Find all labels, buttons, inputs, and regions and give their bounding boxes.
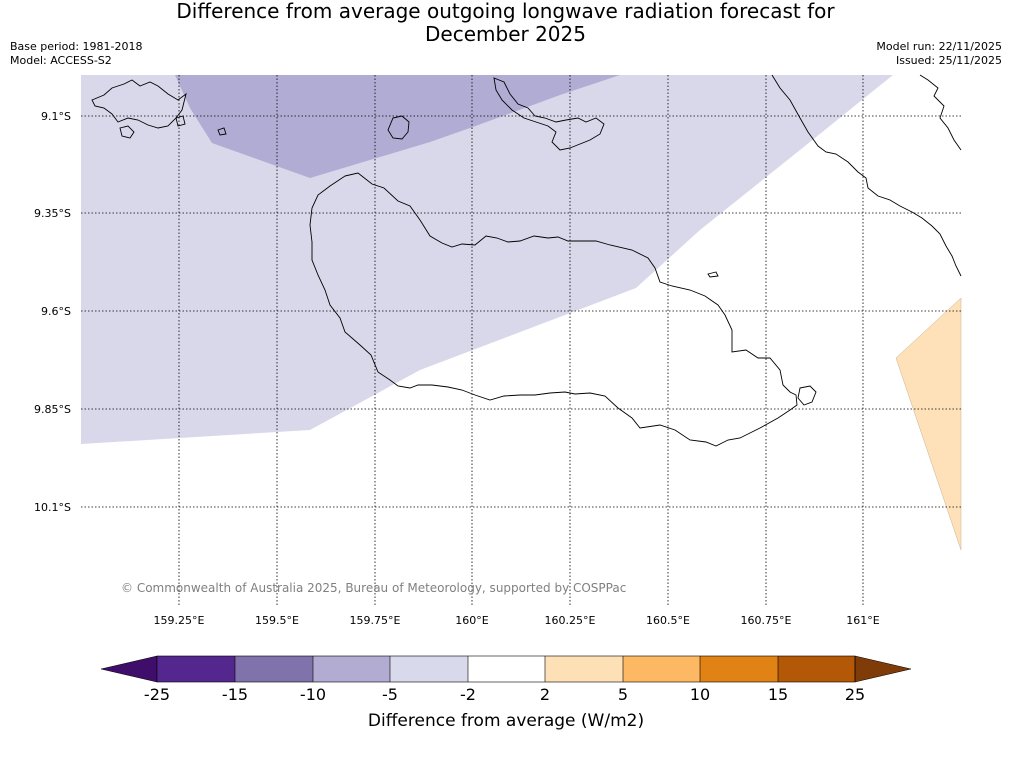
coastline-malaita-north [919, 74, 962, 151]
lon-label: 159.25°E [154, 614, 205, 627]
colorbar-tick-label: -15 [222, 685, 248, 704]
colorbar-dividers [156, 655, 856, 683]
colorbar-tick-label: 15 [768, 685, 788, 704]
colorbar-segment [468, 656, 545, 682]
colorbar-tick-label: -25 [144, 685, 170, 704]
anomaly-fill-mid-purple [175, 75, 620, 178]
chart-title: Difference from average outgoing longwav… [0, 0, 1011, 46]
meta-right: Model run: 22/11/2025 Issued: 25/11/2025 [876, 40, 1002, 68]
colorbar-segment [700, 656, 778, 682]
lon-label: 160.75°E [741, 614, 792, 627]
longitude-labels: 159.25°E 159.5°E 159.75°E 160°E 160.25°E… [154, 614, 880, 627]
coastline-malaita [771, 74, 962, 277]
colorbar-tick-label: 5 [618, 685, 628, 704]
lat-label: 9.85°S [34, 403, 71, 416]
coastlines [91, 74, 962, 447]
coastline-guadalcanal [309, 172, 798, 447]
coastline-small-islet-a [119, 125, 135, 139]
colorbar: -25 -15 -10 -5 -2 2 5 10 15 25 Differenc… [100, 655, 912, 731]
lat-label: 9.1°S [41, 110, 71, 123]
colorbar-tick-label: -2 [460, 685, 476, 704]
coastline-marau-islet [707, 271, 719, 278]
colorbar-segment [157, 656, 235, 682]
lon-label: 160.25°E [545, 614, 596, 627]
lon-label: 159.75°E [350, 614, 401, 627]
colorbar-segment [545, 656, 623, 682]
issued-text: Issued: 25/11/2025 [895, 54, 1002, 67]
colorbar-extend-low [100, 655, 158, 683]
model-text: Model: ACCESS-S2 [10, 54, 112, 67]
lon-label: 159.5°E [255, 614, 299, 627]
coastline-small-islet-b [217, 127, 227, 136]
colorbar-segment [623, 656, 700, 682]
anomaly-fill-light-orange [895, 297, 962, 551]
lon-label: 160.5°E [646, 614, 690, 627]
graticule [81, 75, 961, 605]
coastline-small-islet-c [175, 115, 186, 127]
map-panel: 9.1°S 9.35°S 9.6°S 9.85°S 10.1°S 159.25°… [34, 74, 962, 627]
coastline-east-tip-islets [797, 385, 817, 406]
latitude-labels: 9.1°S 9.35°S 9.6°S 9.85°S 10.1°S [34, 110, 71, 514]
title-line-1: Difference from average outgoing longwav… [176, 0, 835, 23]
colorbar-outline [156, 655, 856, 683]
colorbar-tick-label: 10 [690, 685, 710, 704]
model-run-text: Model run: 22/11/2025 [876, 40, 1002, 53]
colorbar-tick-label: -5 [382, 685, 398, 704]
meta-left: Base period: 1981-2018 Model: ACCESS-S2 [10, 40, 142, 68]
colorbar-tick-label: 25 [845, 685, 865, 704]
lon-label: 161°E [846, 614, 879, 627]
colorbar-tick-labels: -25 -15 -10 -5 -2 2 5 10 15 25 [144, 685, 865, 704]
colorbar-tick-label: -10 [300, 685, 326, 704]
title-line-2: December 2025 [425, 22, 586, 46]
lat-label: 9.6°S [41, 305, 71, 318]
colorbar-segment [235, 656, 313, 682]
colorbar-segment [778, 656, 855, 682]
coastline-florida-islands-west [91, 79, 187, 129]
lon-label: 160°E [455, 614, 488, 627]
coastline-savo-island [387, 115, 410, 140]
colorbar-segment [390, 656, 468, 682]
base-period-text: Base period: 1981-2018 [10, 40, 143, 53]
colorbar-extend-high [854, 655, 912, 683]
colorbar-tick-label: 2 [540, 685, 550, 704]
lat-label: 10.1°S [34, 501, 71, 514]
coastline-florida-islands-east [493, 77, 605, 151]
copyright-text: © Commonwealth of Australia 2025, Bureau… [121, 581, 626, 595]
lat-label: 9.35°S [34, 207, 71, 220]
colorbar-segment [313, 656, 390, 682]
colorbar-title: Difference from average (W/m2) [368, 711, 644, 731]
